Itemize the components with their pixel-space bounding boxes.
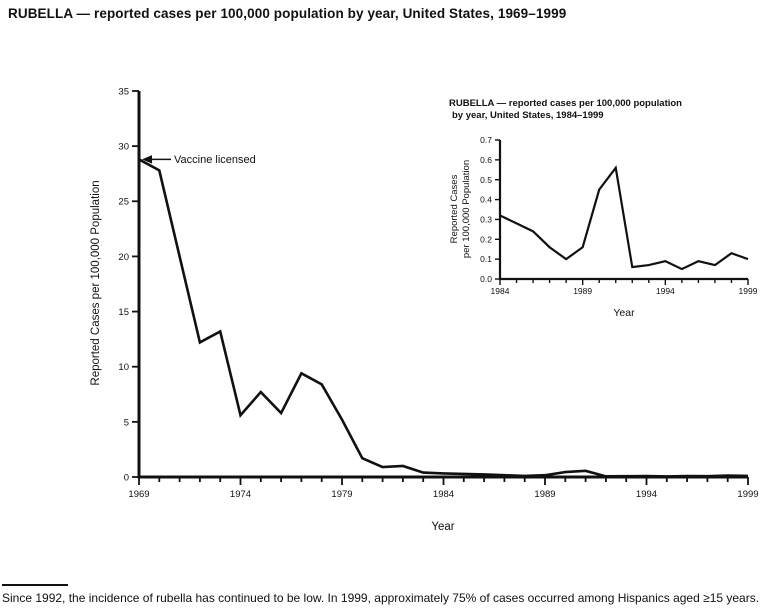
main-x-tick-label: 1974 bbox=[230, 489, 251, 500]
main-x-tick-label: 1984 bbox=[433, 489, 454, 500]
inset-data-line bbox=[499, 165, 749, 271]
main-y-tick-label: 25 bbox=[118, 197, 129, 208]
inset-y-tick-label: 0.4 bbox=[480, 195, 492, 205]
main-data-line bbox=[138, 158, 749, 478]
main-y-tick-label: 10 bbox=[118, 362, 129, 373]
main-x-tick-label: 1979 bbox=[331, 489, 352, 500]
inset-x-tick-label: 1999 bbox=[739, 286, 758, 296]
footnote: Since 1992, the incidence of rubella has… bbox=[2, 591, 760, 605]
inset-y-tick-label: 0.2 bbox=[480, 234, 492, 244]
figure-title: RUBELLA — reported cases per 100,000 pop… bbox=[8, 6, 567, 21]
inset-title-line2: by year, United States, 1984–1999 bbox=[452, 109, 604, 121]
inset-chart: 0.0 0.1 0.2 0.3 0.4 0.5 0.6 0.7 1984 1989 1994 1999… bbox=[449, 135, 758, 319]
inset-y-tick-label: 0.3 bbox=[480, 214, 492, 224]
main-y-tick-label: 30 bbox=[118, 142, 129, 153]
inset-y-axis-title: Reported Cases bbox=[449, 174, 460, 243]
inset-x-axis-title: Year bbox=[613, 307, 635, 319]
main-x-tick-label: 1989 bbox=[534, 489, 555, 500]
main-y-tick-label: 5 bbox=[124, 417, 129, 428]
inset-y-tick-label: 0.7 bbox=[480, 135, 492, 145]
main-x-tick-label: 1994 bbox=[636, 489, 657, 500]
inset-chart-title: RUBELLA — reported cases per 100,000 pop… bbox=[449, 98, 682, 121]
inset-y-axis-title: per 100,000 Population bbox=[461, 160, 472, 258]
footnote-rule bbox=[2, 584, 68, 586]
main-x-tick-label: 1969 bbox=[128, 489, 149, 500]
main-y-axis-title: Reported Cases per 100,000 Population bbox=[90, 180, 102, 385]
inset-x-tick-label: 1984 bbox=[491, 286, 510, 296]
inset-x-tick-label: 1989 bbox=[573, 286, 592, 296]
inset-y-tick-label: 0.6 bbox=[480, 155, 492, 165]
main-y-tick-label: 35 bbox=[118, 86, 129, 97]
inset-title-line1: RUBELLA — reported cases per 100,000 pop… bbox=[449, 98, 682, 109]
main-x-tick-label: 1999 bbox=[737, 489, 758, 500]
annotation-arrow-head bbox=[142, 155, 152, 164]
main-y-tick-label: 0 bbox=[124, 472, 129, 483]
inset-y-tick-label: 0.0 bbox=[480, 274, 492, 284]
vaccine-licensed-annotation: Vaccine licensed bbox=[174, 154, 256, 166]
inset-x-tick-label: 1994 bbox=[656, 286, 675, 296]
main-chart: 0 5 10 15 20 25 30 35 1969 1974 1979 1984 1989 1994 19… bbox=[90, 86, 759, 533]
inset-axes bbox=[498, 140, 748, 281]
main-y-tick-label: 20 bbox=[118, 252, 129, 263]
inset-y-tick-label: 0.5 bbox=[480, 175, 492, 185]
inset-y-tick-label: 0.1 bbox=[480, 254, 492, 264]
main-y-tick-label: 15 bbox=[118, 307, 129, 318]
main-x-axis-title: Year bbox=[431, 521, 454, 533]
